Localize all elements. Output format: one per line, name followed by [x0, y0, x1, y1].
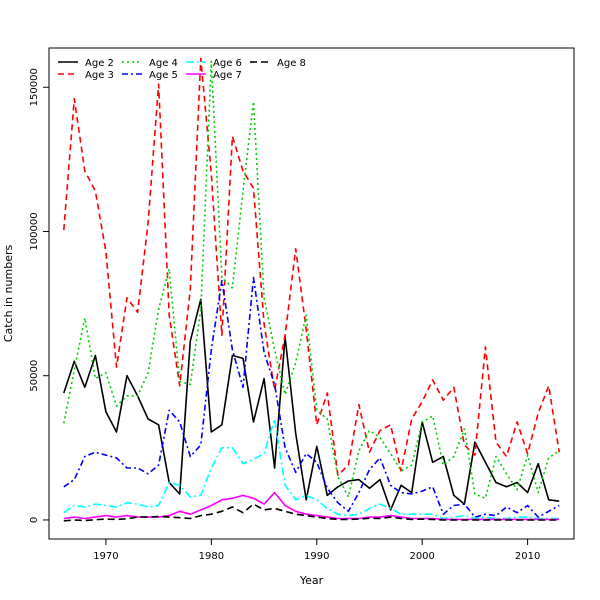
series-line-age-7: [63, 491, 560, 521]
series-line-age-6: [63, 418, 560, 520]
series-line-age-8: [63, 503, 560, 522]
legend-label: Age 5: [149, 70, 178, 81]
axes: 1970 1980 1990 2000 2010 0 50000 100000 150000: [29, 68, 540, 562]
series-lines: [63, 57, 560, 522]
series-line-age-5: [63, 276, 560, 518]
y-tick-label: 50000: [29, 360, 40, 392]
plot-frame: [48, 47, 575, 540]
y-tick-label: 0: [29, 517, 40, 523]
y-tick-label: 100000: [29, 212, 40, 250]
legend-label: Age 4: [149, 58, 178, 69]
y-axis-label: Catch in numbers: [2, 245, 15, 343]
x-axis-label: Year: [299, 574, 324, 587]
y-tick-label: 150000: [29, 68, 40, 106]
x-tick-label: 2010: [515, 551, 540, 562]
legend-label: Age 2: [85, 58, 114, 69]
x-tick-label: 2000: [409, 551, 434, 562]
legend-label: Age 8: [277, 58, 306, 69]
legend-label: Age 7: [213, 70, 242, 81]
plot-area: [48, 47, 575, 540]
legend-label: Age 6: [213, 58, 242, 69]
x-tick-label: 1980: [199, 551, 224, 562]
series-line-age-2: [63, 298, 560, 511]
legend-label: Age 3: [85, 70, 114, 81]
series-line-age-3: [63, 57, 560, 477]
x-tick-label: 1970: [93, 551, 118, 562]
x-tick-label: 1990: [304, 551, 329, 562]
series-line-age-4: [63, 60, 560, 500]
